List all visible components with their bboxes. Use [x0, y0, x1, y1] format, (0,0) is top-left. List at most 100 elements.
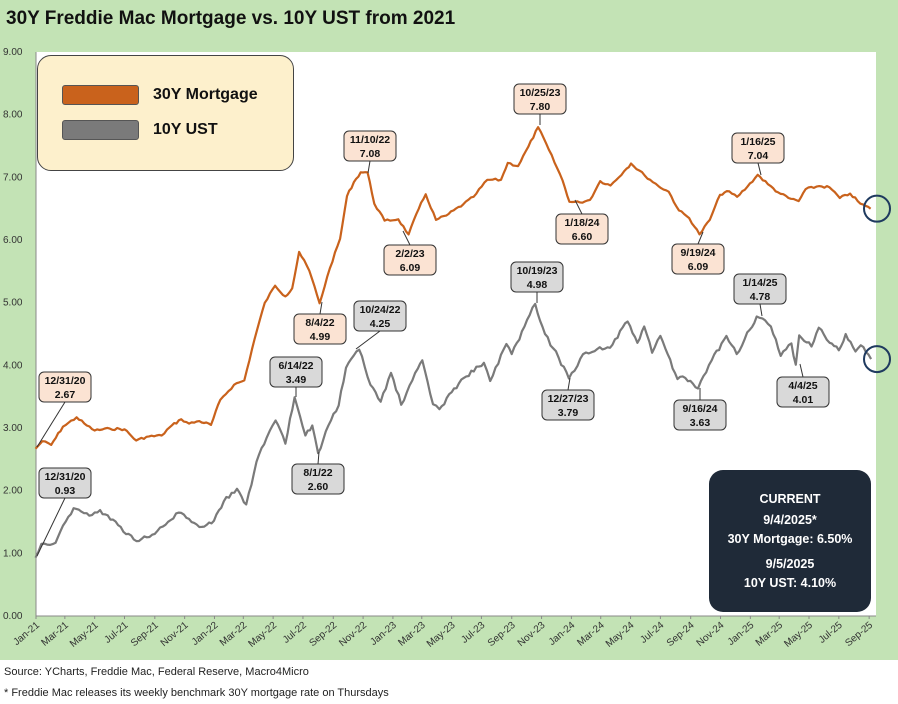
label-value: 2.60 — [308, 481, 329, 493]
y-tick-label: 0.00 — [3, 611, 23, 622]
label-date: 2/2/23 — [395, 248, 424, 260]
legend-label-ust: 10Y UST — [153, 121, 218, 138]
title-bar: 30Y Freddie Mac Mortgage vs. 10Y UST fro… — [0, 0, 898, 40]
label-box — [293, 313, 347, 345]
y-tick-label: 2.00 — [3, 486, 23, 497]
label-leader — [574, 199, 583, 215]
label-leader — [799, 363, 804, 378]
x-tick-label: Jul-22 — [281, 620, 309, 646]
x-tick-label: May-25 — [782, 620, 815, 650]
label-box — [733, 273, 787, 305]
label-box — [673, 399, 727, 431]
label-value: 7.80 — [530, 101, 551, 113]
current-heading: CURRENT — [759, 492, 821, 506]
y-tick-label: 4.00 — [3, 360, 23, 371]
label-date: 9/16/24 — [682, 403, 717, 415]
data-label: 2/2/23 6.09 — [383, 230, 437, 276]
legend-item-mortgage: 30Y Mortgage — [62, 84, 258, 106]
label-date: 4/4/25 — [788, 380, 817, 392]
legend-item-ust: 10Y UST — [62, 119, 218, 141]
label-value: 2.67 — [55, 389, 76, 401]
legend-swatch-mortgage — [62, 85, 139, 105]
label-box — [541, 389, 595, 421]
label-box — [38, 371, 92, 403]
data-label: 9/19/24 6.09 — [671, 231, 725, 275]
data-label: 10/24/22 4.25 — [353, 300, 407, 350]
x-tick-label: May-21 — [68, 620, 101, 650]
x-tick-label: Sep-23 — [486, 620, 518, 649]
data-label: 10/19/23 4.98 — [510, 261, 564, 303]
label-date: 12/27/23 — [548, 393, 589, 405]
x-tick-label: Jan-24 — [547, 620, 578, 648]
y-tick-label: 5.00 — [3, 298, 23, 309]
x-tick-label: Jul-24 — [638, 620, 666, 646]
data-label: 12/31/20 0.93 — [36, 467, 92, 557]
label-value: 3.49 — [286, 374, 307, 386]
data-label: 12/31/20 2.67 — [36, 371, 92, 448]
label-box — [671, 243, 725, 275]
label-box — [555, 213, 609, 245]
label-leader — [319, 301, 323, 315]
label-date: 10/19/23 — [517, 265, 558, 277]
label-box — [291, 463, 345, 495]
current-ust-rate: 10Y UST: 4.10% — [743, 576, 837, 590]
x-tick-label: Mar-22 — [218, 620, 250, 649]
label-date: 12/31/20 — [45, 471, 86, 483]
label-date: 10/25/23 — [520, 87, 561, 99]
x-tick-label: Nov-24 — [695, 620, 727, 649]
x-tick-label: Sep-24 — [665, 620, 697, 649]
data-label: 4/4/25 4.01 — [776, 363, 830, 408]
label-value: 7.04 — [748, 150, 769, 162]
data-label: 9/16/24 3.63 — [673, 388, 727, 431]
label-date: 6/14/22 — [278, 360, 313, 372]
data-label: 8/1/22 2.60 — [291, 451, 345, 495]
source-note: Source: YCharts, Freddie Mac, Federal Re… — [4, 666, 309, 678]
x-tick-label: Sep-25 — [843, 620, 875, 649]
label-box — [38, 467, 92, 499]
series-mortgage-line — [34, 126, 872, 450]
current-box: CURRENT 9/4/2025* 30Y Mortgage: 6.50% 9/… — [709, 470, 871, 612]
x-tick-label: Mar-23 — [396, 620, 428, 649]
label-value: 6.09 — [688, 261, 709, 273]
x-tick-label: Mar-25 — [754, 620, 786, 649]
data-label: 11/10/22 7.08 — [343, 130, 397, 174]
chart-title: 30Y Freddie Mac Mortgage vs. 10Y UST fro… — [6, 8, 456, 29]
label-value: 3.79 — [558, 407, 579, 419]
label-box — [343, 130, 397, 162]
x-tick-label: Jan-23 — [368, 620, 399, 648]
label-value: 4.25 — [370, 318, 391, 330]
label-leader — [402, 230, 411, 246]
x-tick-label: Nov-21 — [159, 620, 191, 649]
data-label: 10/25/23 7.80 — [513, 83, 567, 125]
x-tick-label: Nov-23 — [516, 620, 548, 649]
x-tick-label: May-24 — [604, 620, 637, 650]
data-label: 8/4/22 4.99 — [293, 301, 347, 345]
series-ust-line — [34, 302, 873, 559]
x-tick-label: Mar-24 — [575, 620, 607, 649]
label-date: 8/1/22 — [303, 467, 332, 479]
legend: 30Y Mortgage 10Y UST — [37, 55, 294, 171]
legend-swatch-ust — [62, 120, 139, 140]
label-value: 4.99 — [310, 331, 331, 343]
x-tick-label: Jul-25 — [817, 620, 845, 646]
label-value: 6.60 — [572, 231, 593, 243]
label-value: 4.01 — [793, 394, 814, 406]
x-tick-label: Jul-23 — [459, 620, 487, 646]
label-date: 1/16/25 — [740, 136, 775, 148]
label-value: 4.98 — [527, 279, 548, 291]
x-tick-label: Nov-22 — [337, 620, 369, 649]
current-mortgage-rate: 30Y Mortgage: 6.50% — [727, 532, 853, 546]
label-value: 6.09 — [400, 262, 421, 274]
label-leader — [697, 231, 704, 245]
label-leader — [757, 162, 762, 176]
label-value: 3.63 — [690, 417, 711, 429]
data-label: 1/16/25 7.04 — [731, 132, 785, 176]
label-date: 1/18/24 — [564, 217, 599, 229]
x-tick-label: Sep-21 — [129, 620, 161, 649]
label-leader — [367, 160, 371, 174]
label-date: 10/24/22 — [360, 304, 401, 316]
y-tick-label: 7.00 — [3, 172, 23, 183]
label-date: 11/10/22 — [350, 134, 390, 146]
x-tick-label: Jan-25 — [726, 620, 757, 648]
